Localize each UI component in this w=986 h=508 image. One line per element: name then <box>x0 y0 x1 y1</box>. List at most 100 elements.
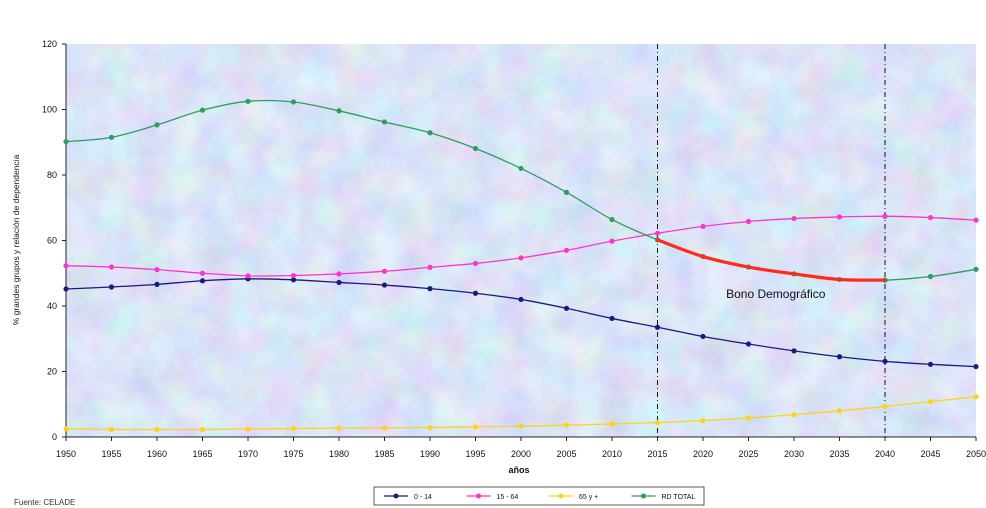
point-marker <box>836 354 843 360</box>
point-marker <box>609 238 615 244</box>
y-tick-label: 0 <box>52 432 57 442</box>
data-point <box>927 361 934 367</box>
highlight-segment <box>655 238 887 282</box>
data-point <box>63 426 69 432</box>
data-point <box>927 273 934 280</box>
point-marker <box>154 426 160 433</box>
x-tick-label: 1980 <box>329 449 349 459</box>
point-marker <box>836 214 843 220</box>
data-point <box>927 214 934 221</box>
legend-marker <box>476 493 481 499</box>
point-marker <box>563 305 570 311</box>
data-point <box>700 223 706 230</box>
point-marker <box>427 130 433 136</box>
data-point <box>154 426 160 433</box>
data-point <box>836 408 843 414</box>
x-tick-label: 2010 <box>602 449 622 459</box>
point-marker <box>245 98 251 104</box>
point-marker <box>336 271 342 277</box>
data-point <box>973 266 979 272</box>
x-tick-label: 1985 <box>374 449 394 459</box>
data-point <box>609 421 615 427</box>
data-point <box>973 217 979 223</box>
point-marker <box>381 425 388 431</box>
legend-label: 65 y + <box>579 494 598 501</box>
data-point <box>336 279 342 286</box>
data-point <box>745 218 752 225</box>
point-marker <box>154 122 160 128</box>
data-point <box>654 324 661 330</box>
data-point <box>108 264 115 270</box>
data-point <box>336 108 342 114</box>
point-marker <box>927 361 934 367</box>
point-marker <box>973 394 979 400</box>
data-point <box>563 305 570 311</box>
data-point <box>199 278 206 284</box>
x-tick-label: 2025 <box>738 449 758 459</box>
point-marker <box>836 408 843 414</box>
point-marker <box>290 277 297 283</box>
point-marker <box>518 423 524 429</box>
point-marker <box>518 255 524 261</box>
x-tick-label: 2005 <box>556 449 576 459</box>
point-marker <box>882 403 888 410</box>
data-point <box>791 348 797 354</box>
point-marker <box>472 145 479 152</box>
x-tick-label: 1990 <box>420 449 440 459</box>
data-point <box>245 98 251 104</box>
x-tick-label: 1960 <box>147 449 167 459</box>
data-point <box>836 214 843 220</box>
point-marker <box>563 189 570 195</box>
point-marker <box>427 286 433 292</box>
highlight-label: Bono Demográfico <box>726 287 826 301</box>
point-marker <box>700 333 706 340</box>
x-tick-label: 2020 <box>693 449 713 459</box>
point-marker <box>290 272 297 279</box>
legend-marker <box>393 493 399 499</box>
data-point <box>836 354 843 360</box>
point-marker <box>609 216 615 223</box>
point-marker <box>63 138 69 145</box>
point-marker <box>654 419 661 426</box>
point-marker <box>563 247 570 253</box>
point-marker <box>108 426 115 433</box>
data-point <box>63 286 69 292</box>
data-point <box>472 260 479 267</box>
point-marker <box>791 215 797 222</box>
point-marker <box>882 358 888 364</box>
data-point <box>700 418 706 424</box>
data-point <box>654 419 661 426</box>
x-tick-label: 1975 <box>283 449 303 459</box>
data-point <box>518 423 524 429</box>
data-point <box>518 255 524 261</box>
x-tick-label: 2030 <box>784 449 804 459</box>
data-point <box>381 282 388 288</box>
data-point <box>472 145 479 152</box>
point-marker <box>472 290 479 296</box>
point-marker <box>63 286 69 292</box>
data-point <box>199 270 206 276</box>
y-tick-label: 60 <box>47 236 57 246</box>
x-tick-label: 1995 <box>465 449 485 459</box>
legend-label: RD TOTAL <box>662 494 696 501</box>
point-marker <box>381 282 388 288</box>
point-marker <box>973 363 979 370</box>
data-point <box>973 394 979 400</box>
point-marker <box>108 264 115 270</box>
x-tick-label: 2035 <box>829 449 849 459</box>
data-point <box>154 122 160 128</box>
data-point <box>108 134 115 140</box>
point-marker <box>381 268 388 274</box>
point-marker <box>700 418 706 424</box>
x-axis-title: años <box>508 465 529 475</box>
point-marker <box>199 426 206 433</box>
data-point <box>973 363 979 370</box>
data-point <box>882 403 888 410</box>
point-marker <box>245 426 251 432</box>
point-marker <box>290 99 297 105</box>
data-point <box>563 189 570 195</box>
x-tick-label: 1950 <box>56 449 76 459</box>
point-marker <box>518 296 524 303</box>
point-marker <box>745 341 752 347</box>
